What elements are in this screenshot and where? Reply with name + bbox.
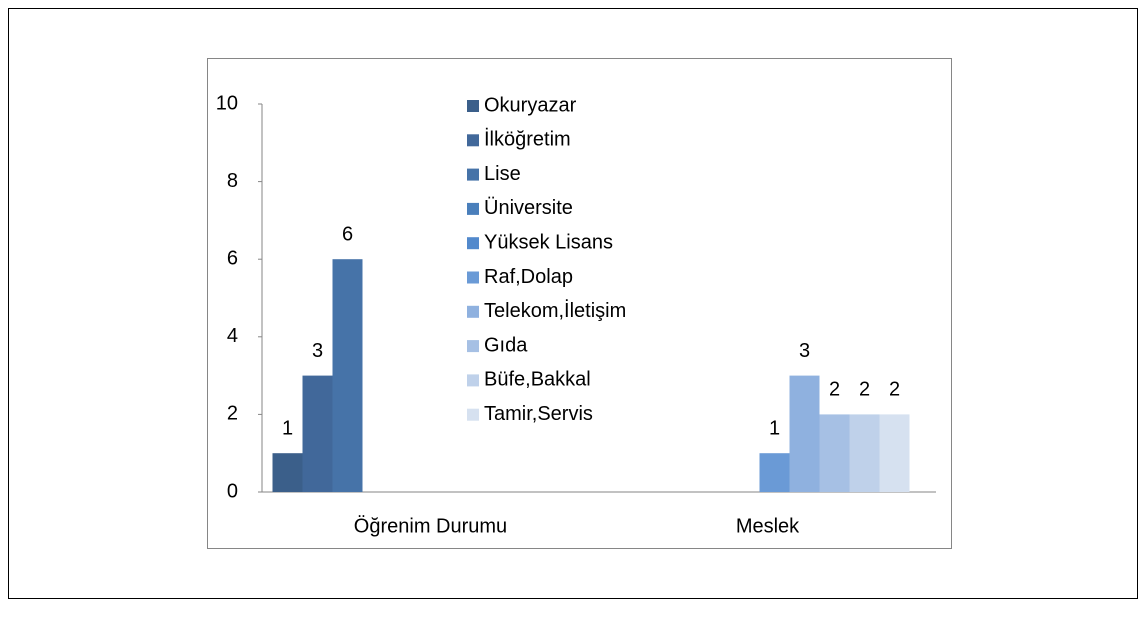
- legend-label: Telekom,İletişim: [484, 299, 626, 322]
- x-tick-label: Meslek: [736, 515, 800, 537]
- legend-label: Yüksek Lisans: [484, 231, 613, 253]
- legend-label: Okuryazar: [484, 94, 577, 116]
- legend-label: Üniversite: [484, 197, 573, 219]
- y-tick-label: 2: [227, 403, 238, 425]
- y-tick-label: 0: [227, 480, 238, 502]
- data-label: 6: [342, 223, 353, 245]
- legend-swatch: [467, 237, 479, 250]
- bar: [819, 414, 850, 492]
- data-label: 1: [282, 417, 293, 439]
- data-label: 2: [889, 379, 900, 401]
- legend-label: İlköğretim: [484, 128, 571, 151]
- legend-swatch: [467, 271, 479, 284]
- x-tick-label: Öğrenim Durumu: [354, 515, 507, 537]
- data-label: 3: [799, 340, 810, 362]
- data-label: 2: [829, 379, 840, 401]
- legend-swatch: [467, 168, 479, 181]
- bar: [272, 453, 303, 492]
- legend-swatch: [467, 374, 479, 387]
- data-label: 1: [769, 417, 780, 439]
- bar: [789, 375, 820, 492]
- legend-swatch: [467, 408, 479, 421]
- legend-label: Lise: [484, 163, 521, 185]
- legend-label: Gıda: [484, 334, 528, 356]
- bar: [332, 259, 363, 492]
- legend-swatch: [467, 100, 479, 112]
- legend-label: Raf,Dolap: [484, 266, 573, 288]
- data-label: 2: [859, 379, 870, 401]
- legend-swatch: [467, 305, 479, 318]
- y-tick-label: 6: [227, 247, 238, 269]
- bar: [302, 375, 333, 492]
- legend-swatch: [467, 134, 479, 147]
- legend-label: Tamir,Servis: [484, 403, 593, 425]
- bar: [879, 414, 910, 492]
- legend-swatch: [467, 340, 479, 353]
- bar: [849, 414, 880, 492]
- y-tick-label: 4: [227, 325, 238, 347]
- legend-label: Büfe,Bakkal: [484, 369, 591, 391]
- bar: [759, 453, 790, 492]
- y-tick-label: 8: [227, 170, 238, 192]
- y-tick-label: 10: [216, 92, 238, 114]
- data-label: 3: [312, 340, 323, 362]
- legend-swatch: [467, 202, 479, 215]
